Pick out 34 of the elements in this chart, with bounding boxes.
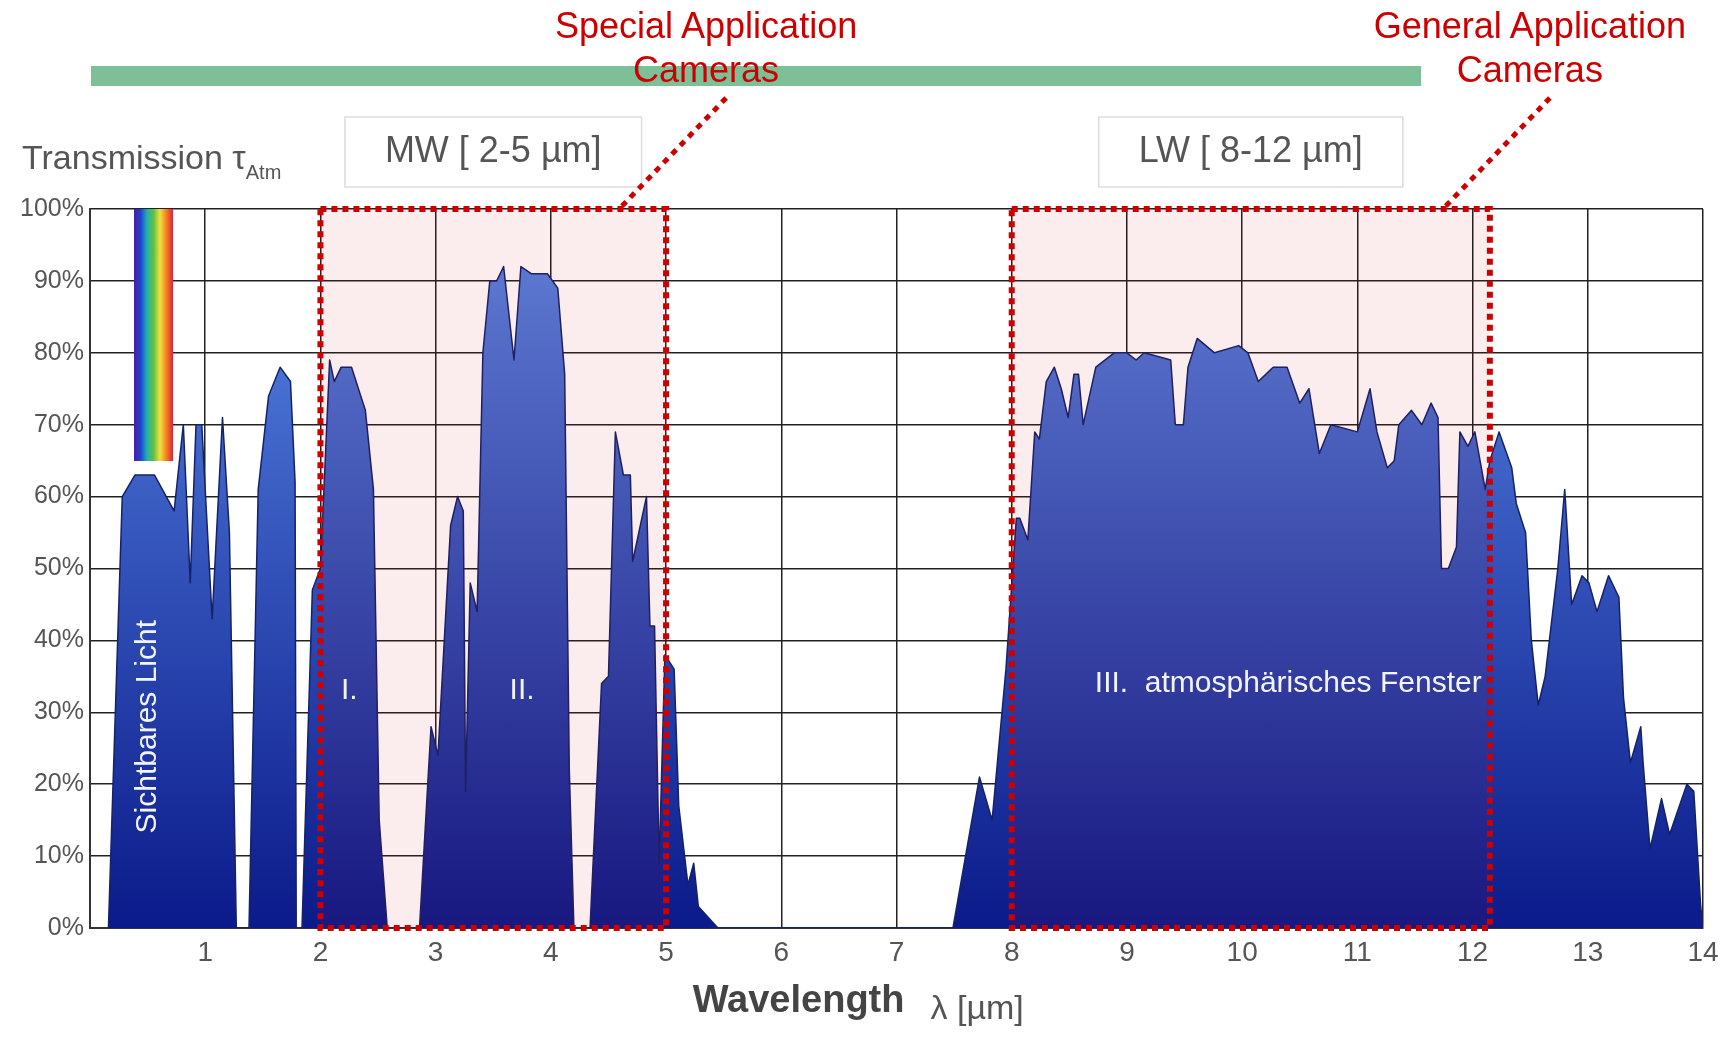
x-tick-label: 12 (1456, 935, 1489, 967)
x-tick-label: 3 (427, 935, 444, 967)
y-tick-label: 40% (33, 624, 84, 653)
y-tick-label: 80% (33, 336, 84, 365)
y-tick-label: 30% (33, 696, 84, 725)
x-tick-label: 8 (1003, 935, 1020, 967)
x-tick-label: 5 (658, 935, 674, 967)
x-tick-label: 9 (1119, 935, 1135, 967)
x-axis-title: λ [µm] (930, 988, 1024, 1027)
y-tick-label: 60% (33, 480, 84, 509)
x-tick-label: 11 (1342, 935, 1372, 967)
y-tick-label: 20% (33, 768, 84, 797)
band-label: LW [ 8-12 µm] (1138, 128, 1363, 170)
x-tick-label: 4 (543, 935, 559, 967)
x-tick-label: 7 (888, 935, 905, 967)
x-tick-label: 6 (773, 935, 790, 967)
annotation: II. (509, 672, 535, 705)
y-tick-label: 100% (20, 192, 84, 221)
band-label: MW [ 2-5 µm] (384, 128, 602, 170)
y-tick-label: 10% (33, 839, 84, 868)
text: Wavelength (692, 978, 905, 1021)
x-tick-label: 13 (1572, 935, 1604, 967)
annotation: III. atmosphärisches Fenster (1094, 664, 1482, 698)
annotation: I. (340, 672, 358, 705)
text: General Application Cameras (1373, 4, 1686, 90)
annotation: Sichtbares Licht (128, 619, 162, 834)
y-tick-label: 70% (33, 408, 84, 437)
y-tick-label: 0% (47, 911, 84, 940)
y-tick-label: 90% (33, 264, 84, 293)
x-tick-label: 1 (197, 935, 213, 967)
x-tick-label: 14 (1687, 935, 1719, 967)
x-tick-label: 10 (1226, 935, 1258, 967)
y-tick-label: 50% (33, 552, 84, 581)
x-tick-label: 2 (312, 935, 329, 967)
